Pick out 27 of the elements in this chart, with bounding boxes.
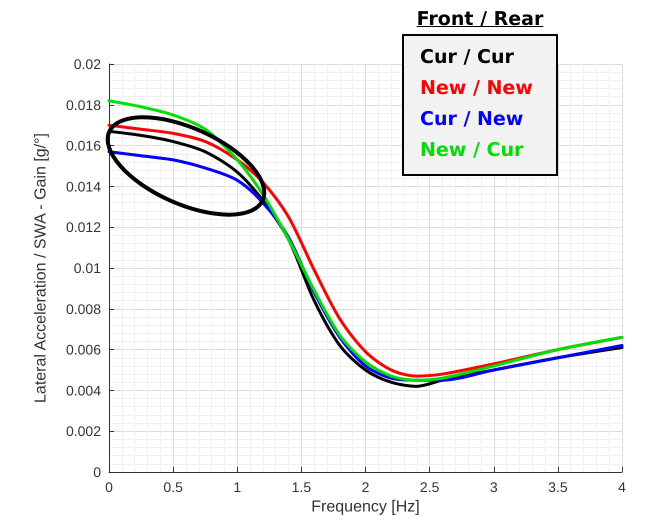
text: Cur / New bbox=[420, 107, 524, 132]
y-tick-label: 0.008 bbox=[66, 300, 102, 317]
legend-title: Front / Rear bbox=[416, 8, 544, 30]
y-tick-label: 0.006 bbox=[66, 342, 102, 358]
x-tick-label: 0.5 bbox=[163, 479, 184, 495]
y-axis-title: Lateral Acceleration / SWA - Gain [g/°] bbox=[32, 133, 50, 403]
y-tick-label: 0.012 bbox=[66, 219, 102, 236]
x-tick-label: 2.5 bbox=[420, 479, 440, 495]
text: New / New bbox=[420, 76, 534, 101]
x-tick-label: 3 bbox=[490, 479, 498, 495]
y-tick-label: 0.02 bbox=[74, 56, 102, 72]
y-tick-label: 0.01 bbox=[74, 260, 102, 276]
x-tick-label: 4 bbox=[618, 479, 626, 495]
y-tick-label: 0.002 bbox=[66, 423, 102, 440]
x-tick-label: 1.5 bbox=[292, 479, 312, 495]
x-tick-label: 1 bbox=[233, 479, 242, 495]
y-tick-label: 0.014 bbox=[66, 178, 102, 194]
x-tick-label: 3.5 bbox=[548, 479, 568, 495]
y-tick-label: 0.018 bbox=[66, 96, 102, 113]
y-tick-label: 0 bbox=[93, 464, 102, 480]
text: Cur / Cur bbox=[420, 45, 515, 70]
x-tick-label: 2 bbox=[362, 479, 370, 495]
text: New / Cur bbox=[420, 138, 524, 163]
x-axis-title: Frequency [Hz] bbox=[311, 498, 420, 516]
y-tick-label: 0.004 bbox=[66, 382, 102, 398]
y-tick-label: 0.016 bbox=[66, 138, 102, 154]
x-tick-label: 0 bbox=[105, 479, 114, 495]
